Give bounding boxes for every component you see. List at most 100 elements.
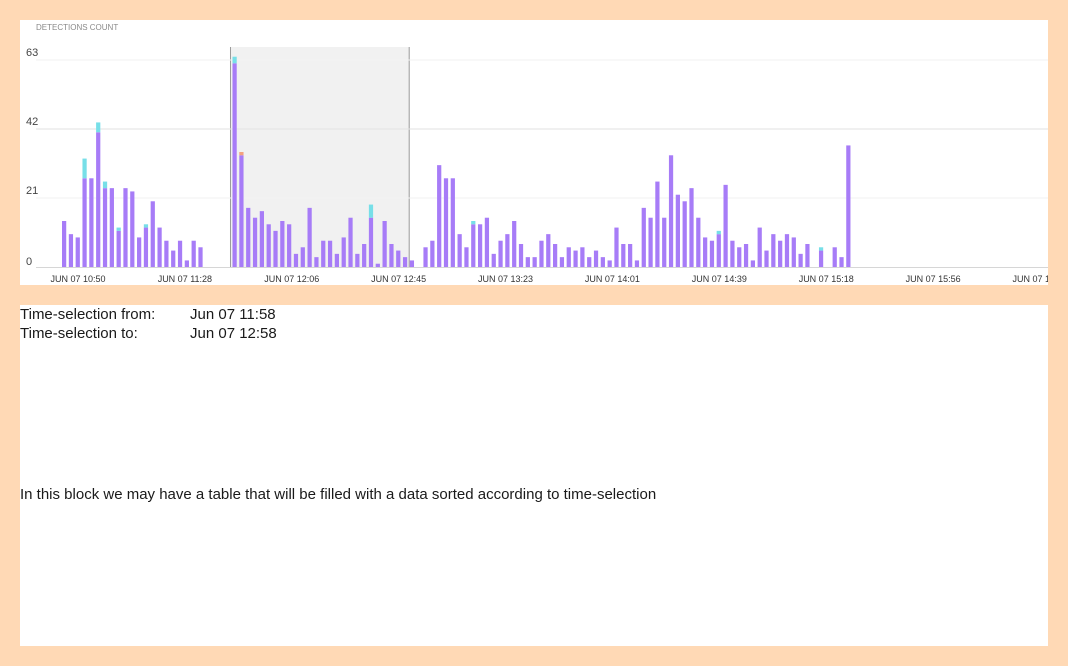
x-tick-label: JUN 07 16:34 [1012, 274, 1048, 284]
x-tick-label: JUN 07 10:50 [50, 274, 105, 284]
bar-segment-violet [443, 178, 449, 267]
y-tick-label: 42 [26, 116, 38, 128]
bar-segment-violet [696, 217, 701, 267]
bar-segment-violet [246, 207, 251, 267]
bar-segment-violet [464, 247, 469, 267]
bar-segment-violet [437, 165, 442, 267]
selection-from-value: Jun 07 11:58 [190, 306, 276, 323]
bar-segment-violet [716, 234, 721, 267]
detections-chart[interactable]: DETECTIONS COUNT 0 21 42 63 JUN 07 10:50 JUN 0… [20, 20, 1048, 285]
bar-segment-violet [321, 240, 326, 267]
bar-segment-violet [307, 207, 312, 267]
bar-segment-violet [116, 230, 121, 267]
y-tick-label: 21 [26, 185, 38, 197]
bar-segment-violet [430, 240, 435, 267]
bar-segment-cyan [368, 204, 374, 218]
bar-segment-violet [450, 178, 455, 267]
bar-segment-cyan [116, 227, 121, 231]
bar-segment-violet [137, 237, 142, 267]
bar-segment-violet [846, 145, 851, 267]
bar-segment-violet [689, 188, 694, 267]
bar-segment-violet [818, 250, 824, 267]
bar-segment-violet [580, 247, 585, 267]
bar-segment-violet [89, 178, 94, 267]
bar-segment-cyan [716, 230, 721, 235]
y-tick-label: 63 [26, 47, 38, 59]
bar-segment-violet [252, 217, 258, 267]
bar-segment-violet [68, 234, 74, 267]
bar-segment-violet [778, 240, 783, 267]
bar-segment-violet [723, 184, 728, 267]
bar-segment-violet [82, 178, 87, 267]
bar-segment-violet [593, 250, 599, 267]
bar-segment-violet [559, 257, 565, 267]
bar-segment-violet [375, 263, 380, 267]
bar-segment-violet [457, 234, 462, 267]
bar-segment-violet [75, 237, 80, 267]
bar-segment-violet [709, 240, 715, 267]
bar-segment-violet [839, 257, 844, 267]
bar-segment-violet [150, 201, 155, 267]
bar-segment-violet [130, 191, 135, 267]
x-tick-label: JUN 07 13:23 [478, 274, 533, 284]
bar-segment-violet [198, 247, 203, 267]
bar-segment-violet [621, 244, 626, 267]
bar-segment-violet [648, 217, 653, 267]
detections-chart-panel: DETECTIONS COUNT 0 21 42 63 JUN 07 10:50 JUN 0… [20, 20, 1048, 285]
bar-segment-violet [750, 260, 755, 267]
x-tick-label: JUN 07 11:28 [158, 274, 212, 284]
x-tick-label: JUN 07 15:18 [799, 274, 854, 284]
bar-segment-violet [109, 188, 114, 267]
bar-segment-violet [491, 253, 496, 267]
bar-segment-violet [587, 257, 592, 267]
bar-segment-violet [539, 240, 544, 267]
bar-segment-violet [382, 221, 387, 267]
bar-segment-violet [805, 244, 810, 267]
bar-segment-violet [402, 257, 408, 267]
bar-segment-violet [668, 155, 674, 267]
bar-segment-violet [191, 240, 196, 267]
bar-segment-violet [512, 221, 517, 267]
bar-segment-violet [600, 257, 605, 267]
bar-segment-violet [300, 247, 305, 267]
bar-segment-violet [327, 240, 333, 267]
bar-segment-cyan [82, 158, 87, 179]
time-selection-band [230, 47, 410, 267]
time-selection-panel: Time-selection from: Jun 07 11:58 Time-s… [20, 305, 1048, 646]
bar-segment-violet [355, 253, 360, 267]
bar-segment-violet [784, 234, 790, 267]
bar-segment-violet [832, 247, 837, 267]
bar-segment-violet [553, 244, 558, 267]
bar-segment-violet [348, 217, 353, 267]
bar-segment-violet [280, 221, 285, 267]
bar-segment-violet [266, 224, 271, 267]
y-tick-label: 0 [26, 256, 32, 268]
bar-segment-violet [641, 207, 646, 267]
bar-segment-violet [532, 257, 537, 267]
bar-segment-cyan [232, 56, 237, 64]
bar-segment-violet [546, 234, 551, 267]
bar-segment-cyan [818, 247, 824, 251]
bar-segment-cyan [102, 181, 108, 189]
bar-segment-violet [764, 250, 769, 267]
bar-segment-violet [471, 224, 476, 267]
bar-segment-violet [239, 155, 244, 267]
x-tick-label: JUN 07 14:39 [692, 274, 747, 284]
bar-segment-violet [566, 247, 571, 267]
bar-segment-violet [232, 63, 237, 268]
bar-segment-violet [730, 240, 735, 267]
bar-segment-violet [164, 240, 169, 267]
bar-segment-cyan [96, 122, 101, 133]
bar-segment-violet [771, 234, 776, 267]
table-placeholder-text: In this block we may have a table that w… [20, 486, 657, 503]
bar-segment-violet [96, 132, 101, 267]
bar-segment-violet [102, 188, 108, 267]
bar-segment-violet [628, 244, 633, 267]
bar-segment-violet [505, 234, 510, 267]
bar-segment-violet [287, 224, 292, 267]
bar-segment-cyan [471, 221, 476, 225]
chart-title: DETECTIONS COUNT [36, 23, 118, 32]
bar-segment-violet [798, 253, 803, 267]
bar-segment-violet [396, 250, 401, 267]
bar-segment-violet [525, 257, 530, 267]
